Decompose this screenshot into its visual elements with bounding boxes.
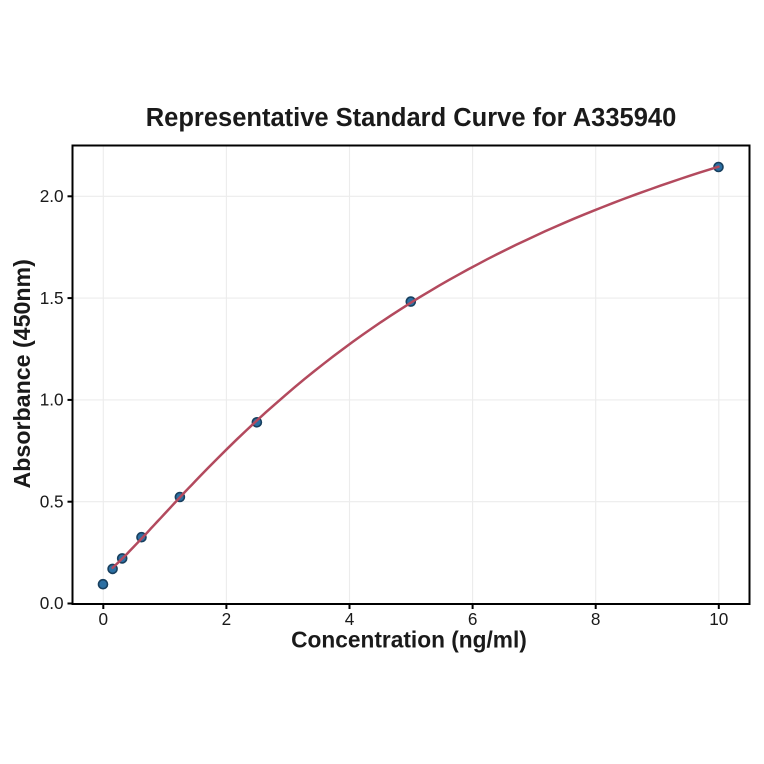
svg-text:Representative Standard Curve: Representative Standard Curve for A33594…	[146, 104, 677, 132]
svg-text:10: 10	[709, 609, 728, 629]
svg-text:8: 8	[591, 609, 601, 629]
svg-text:0.0: 0.0	[40, 593, 64, 613]
svg-text:1.0: 1.0	[40, 390, 64, 410]
svg-text:1.5: 1.5	[40, 288, 64, 308]
svg-text:Concentration (ng/ml): Concentration (ng/ml)	[291, 626, 527, 652]
svg-text:4: 4	[345, 609, 355, 629]
svg-text:Absorbance (450nm): Absorbance (450nm)	[9, 259, 35, 488]
svg-text:2: 2	[222, 609, 232, 629]
svg-text:0: 0	[99, 609, 109, 629]
svg-text:0.5: 0.5	[40, 491, 64, 511]
svg-text:2.0: 2.0	[40, 186, 64, 206]
svg-text:6: 6	[468, 609, 478, 629]
